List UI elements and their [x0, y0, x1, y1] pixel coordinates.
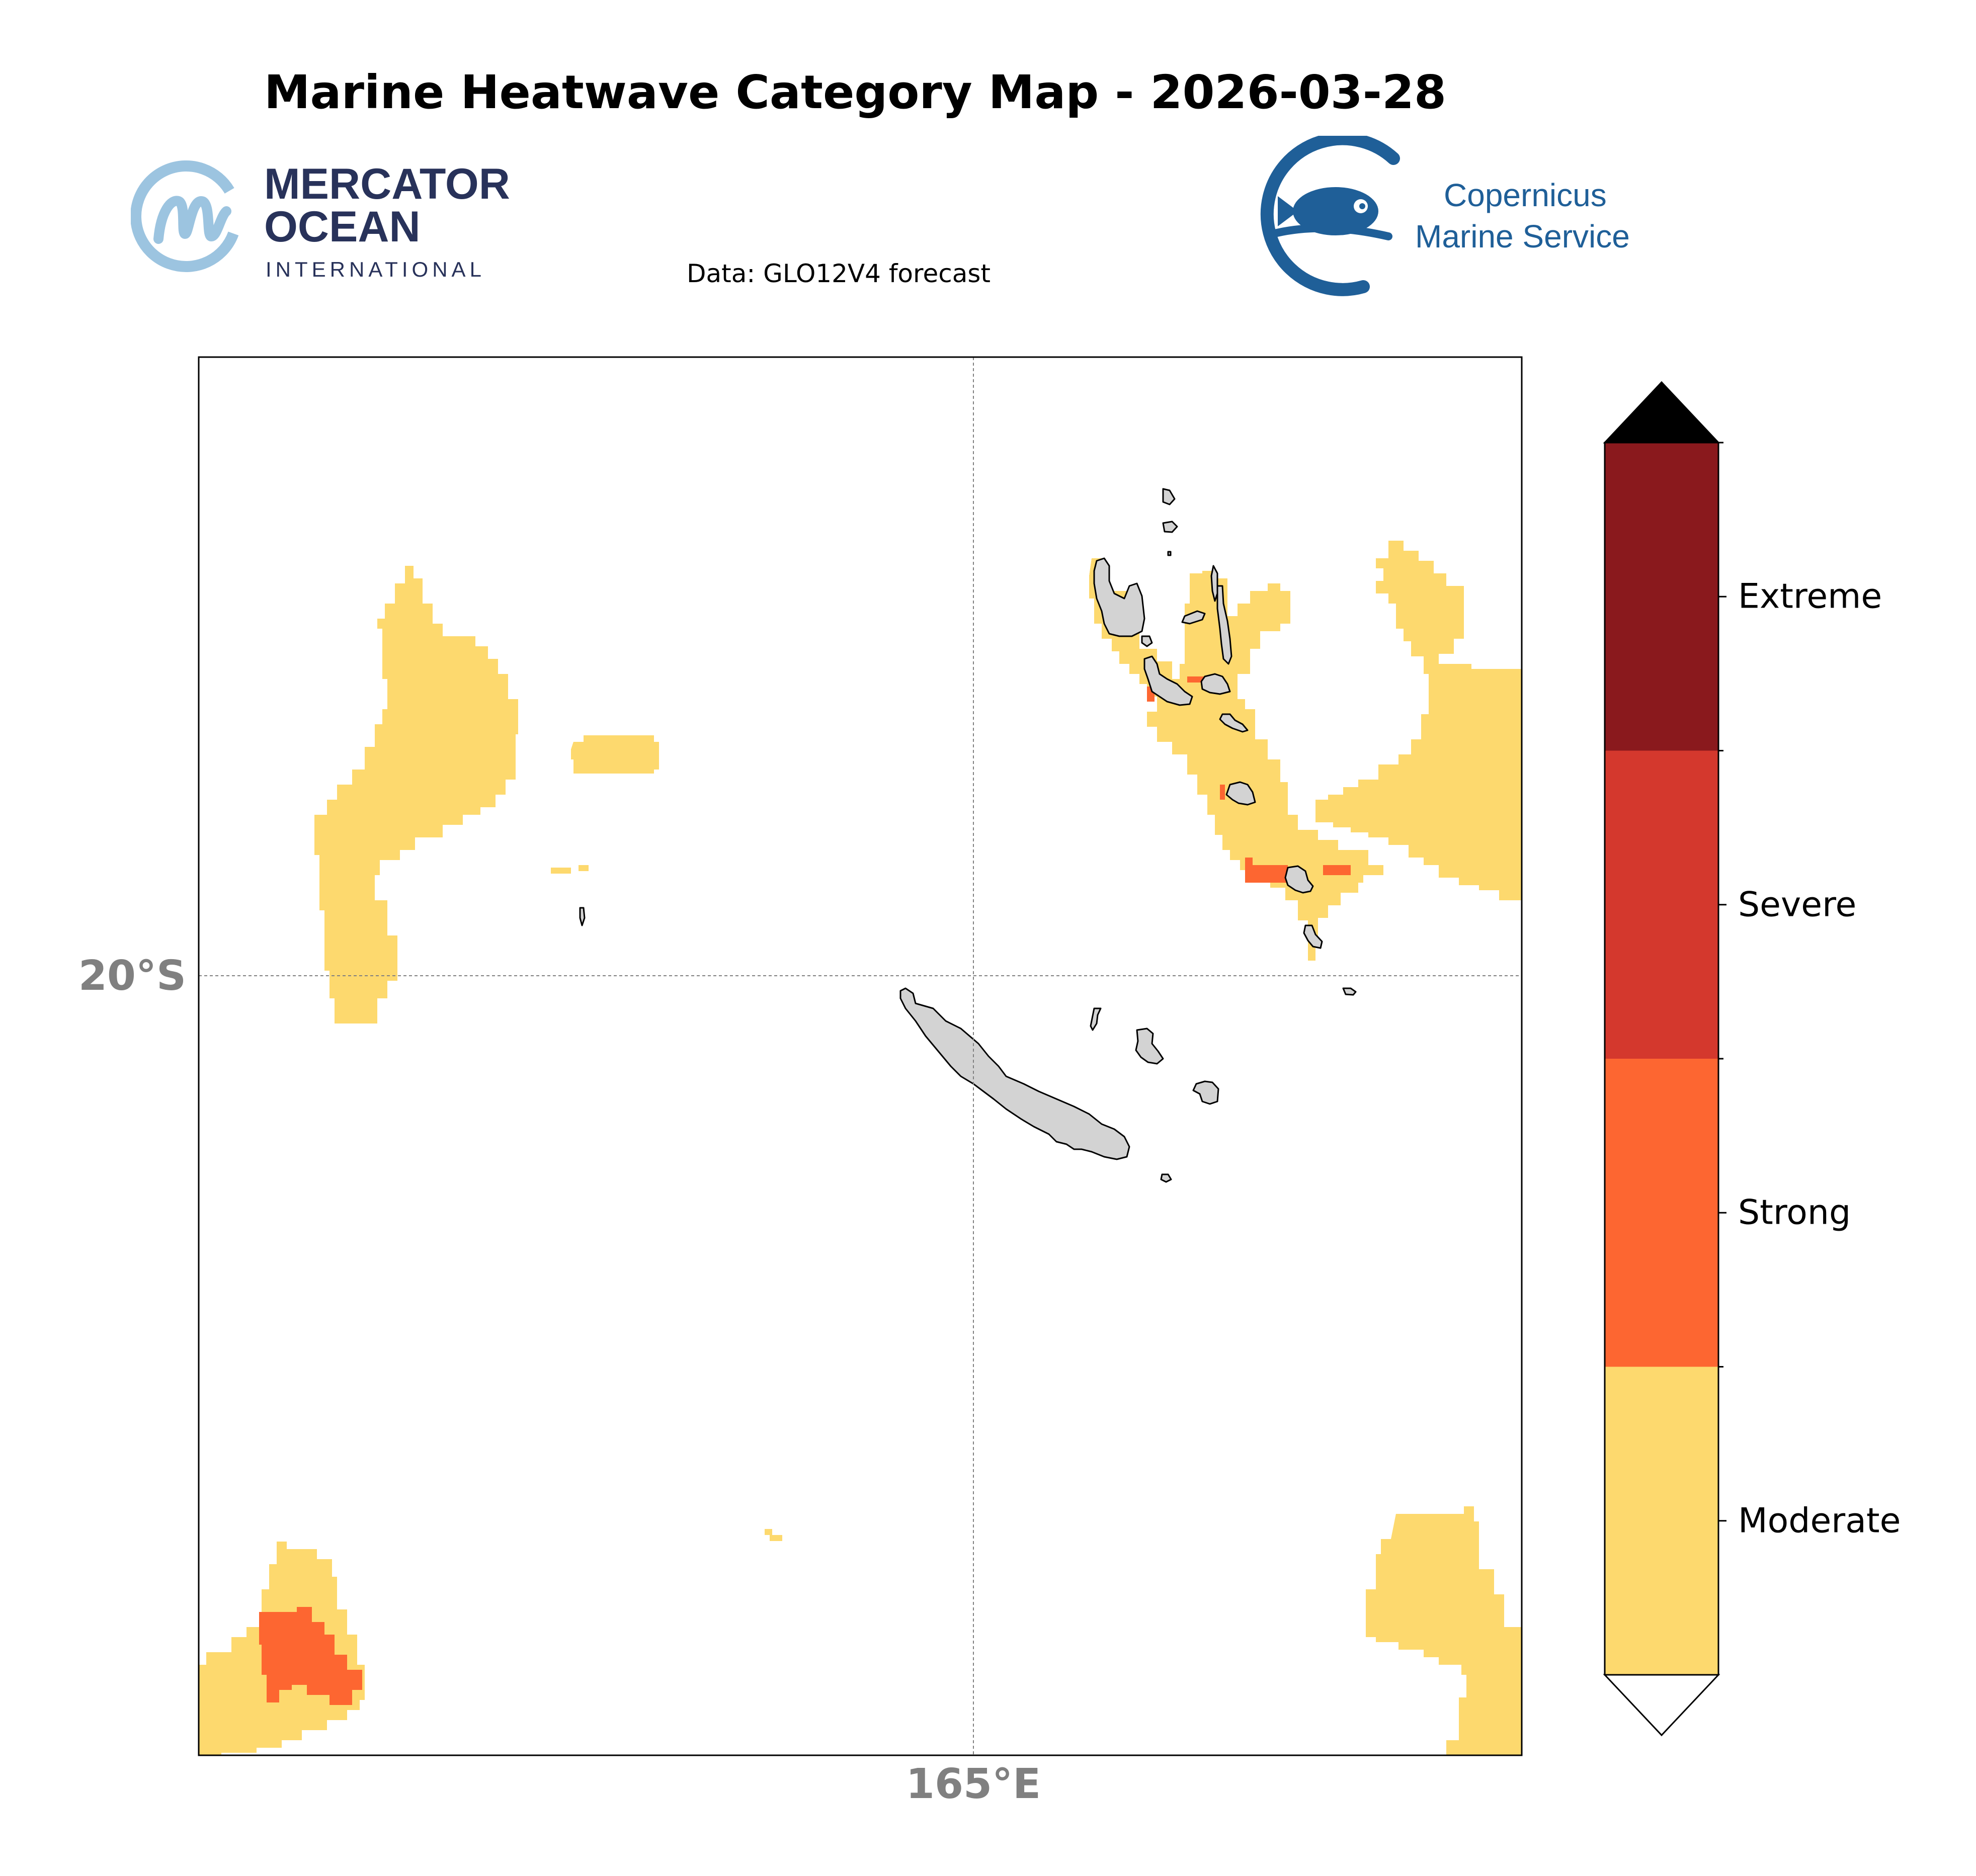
chesterfield: [579, 907, 586, 926]
gridlines: [199, 357, 1522, 1755]
moderate-area-east-spur: [1499, 825, 1522, 855]
colorbar-segment-severe: [1605, 750, 1718, 1059]
latitude-label: 20°S: [78, 952, 186, 1000]
tanna: [1303, 924, 1323, 949]
map-frame: [198, 356, 1523, 1756]
strong-area-vanuatu-5: [1220, 785, 1225, 800]
efate: [1225, 781, 1256, 806]
colorbar: [1603, 381, 1726, 1737]
mercator-line3: INTERNATIONAL: [266, 258, 485, 281]
copernicus-line2: Marine Service: [1415, 218, 1630, 254]
colorbar-under-triangle: [1603, 1674, 1720, 1737]
page-title: Marine Heatwave Category Map - 2026-03-2…: [264, 65, 1446, 119]
moderate-area-southeast: [1366, 1506, 1522, 1755]
strong-area-vanuatu-4: [1323, 865, 1351, 875]
mare: [1192, 1080, 1219, 1105]
ouvea: [1090, 1007, 1102, 1031]
aneityum: [1342, 987, 1357, 996]
mercator-line2: OCEAN: [264, 203, 421, 251]
colorbar-over-triangle: [1603, 381, 1720, 444]
moderate-area-vanuatu: [1089, 558, 1383, 961]
maewo: [1210, 565, 1218, 602]
malo: [1141, 635, 1153, 647]
epi: [1219, 713, 1249, 733]
land-areas: [579, 488, 1357, 1183]
colorbar-label-moderate: Moderate: [1738, 1501, 1901, 1541]
torres-1: [1162, 488, 1176, 505]
colorbar-segment-extreme: [1605, 443, 1718, 751]
colorbar-label-severe: Severe: [1738, 885, 1857, 925]
copernicus-marine-logo: Copernicus Marine Service: [1260, 136, 1630, 296]
espiritu-santo: [1093, 557, 1145, 637]
strong-area-southwest: [259, 1607, 362, 1705]
moderate-areas: [199, 541, 1522, 1755]
erromango: [1284, 865, 1314, 894]
lifou: [1135, 1028, 1164, 1065]
ambrym: [1200, 673, 1231, 695]
colorbar-segment-strong: [1605, 1059, 1718, 1367]
colorbar-label-strong: Strong: [1738, 1192, 1851, 1233]
aoba: [1181, 610, 1206, 625]
moderate-area-northeast: [1315, 541, 1522, 900]
data-source-label: Data: GLO12V4 forecast: [687, 259, 991, 288]
mercator-ocean-logo: MERCATOR OCEAN INTERNATIONAL: [131, 160, 510, 281]
new-caledonia: [899, 987, 1130, 1160]
mercator-line1: MERCATOR: [264, 160, 510, 208]
moderate-area-small-1: [571, 735, 659, 774]
heatwave-areas: [199, 357, 1522, 1755]
colorbar-label-extreme: Extreme: [1738, 576, 1882, 617]
colorbar-segment-moderate: [1605, 1367, 1718, 1675]
malekula: [1143, 655, 1193, 706]
moderate-area-west: [314, 566, 518, 1024]
copernicus-line1: Copernicus: [1444, 177, 1607, 213]
pentecost: [1216, 585, 1232, 665]
isle-of-pines: [1160, 1173, 1172, 1183]
torres-2: [1162, 521, 1178, 533]
longitude-label: 165°E: [906, 1760, 1041, 1808]
